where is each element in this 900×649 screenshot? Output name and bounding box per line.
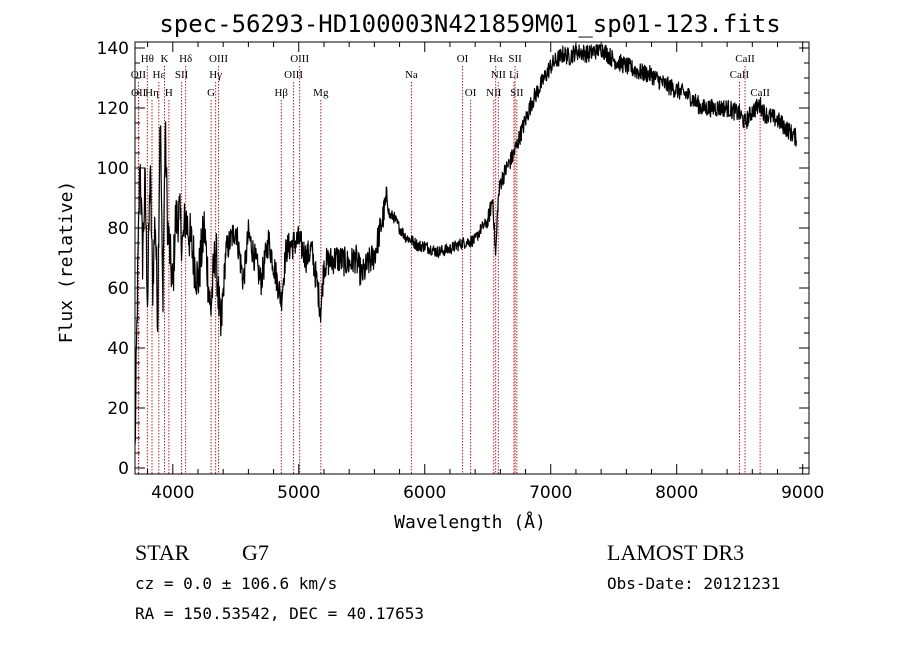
marker-label-5: Hη — [145, 87, 159, 99]
marker-label-23: Li — [509, 69, 519, 81]
marker-label-17: OI — [457, 53, 469, 65]
y-tick-label: 0 — [118, 459, 129, 479]
marker-label-19: Hα — [489, 53, 503, 65]
x-tick-label: 5000 — [277, 483, 320, 503]
marker-label-24: SII — [510, 87, 524, 99]
y-tick-label: 60 — [107, 279, 129, 299]
x-axis: 4000 5000 6000 7000 8000 9000 — [147, 42, 824, 503]
observation-date: Obs-Date: 20121231 — [607, 574, 781, 593]
x-tick-label: 7000 — [529, 483, 572, 503]
marker-label-18: OI — [465, 87, 477, 99]
marker-label-4: Hε — [153, 69, 166, 81]
coordinates: RA = 150.53542, DEC = 40.17653 — [135, 604, 424, 623]
y-axis-label: Flux (relative) — [56, 181, 77, 344]
spectrum-line — [134, 44, 797, 445]
marker-label-13: OIII — [284, 69, 303, 81]
marker-label-10: Hγ — [209, 69, 222, 81]
x-tick-label: 6000 — [403, 483, 446, 503]
marker-label-0: Hθ — [141, 53, 154, 65]
marker-label-22: SII — [508, 53, 522, 65]
marker-label-12: OIII — [290, 53, 309, 65]
marker-label-11: G — [207, 87, 215, 99]
survey-name: LAMOST DR3 — [607, 540, 745, 565]
marker-label-14: Hβ — [274, 87, 288, 99]
y-tick-label: 120 — [97, 99, 129, 119]
marker-label-20: NII — [491, 69, 507, 81]
object-class: STAR — [135, 540, 190, 565]
y-tick-label: 80 — [107, 219, 129, 239]
x-tick-label: 9000 — [781, 483, 824, 503]
x-tick-label: 4000 — [151, 483, 194, 503]
marker-label-16: Na — [405, 69, 418, 81]
y-axis: 0 20 40 60 80 100 120 140 — [97, 39, 809, 479]
marker-label-21: NII — [486, 87, 502, 99]
y-tick-label: 40 — [107, 339, 129, 359]
object-subclass: G7 — [242, 540, 269, 565]
y-tick-label: 100 — [97, 159, 129, 179]
x-tick-label: 8000 — [655, 483, 698, 503]
marker-label-6: SII — [175, 69, 189, 81]
marker-label-15: Mg — [313, 87, 329, 99]
marker-label-7: H — [165, 87, 173, 99]
y-tick-label: 20 — [107, 399, 129, 419]
marker-label-9: OIII — [209, 53, 228, 65]
marker-label-27: CaII — [750, 87, 770, 99]
marker-label-3: K — [161, 53, 169, 65]
y-tick-label: 140 — [97, 39, 129, 59]
marker-label-1: OII — [131, 69, 147, 81]
marker-label-8: Hδ — [179, 53, 192, 65]
redshift-velocity: cz = 0.0 ± 106.6 km/s — [135, 574, 338, 593]
x-axis-label: Wavelength (Å) — [394, 511, 546, 533]
marker-label-25: CaII — [735, 53, 755, 65]
marker-label-26: CaII — [730, 69, 750, 81]
chart-title: spec-56293-HD100003N421859M01_sp01-123.f… — [159, 10, 780, 38]
